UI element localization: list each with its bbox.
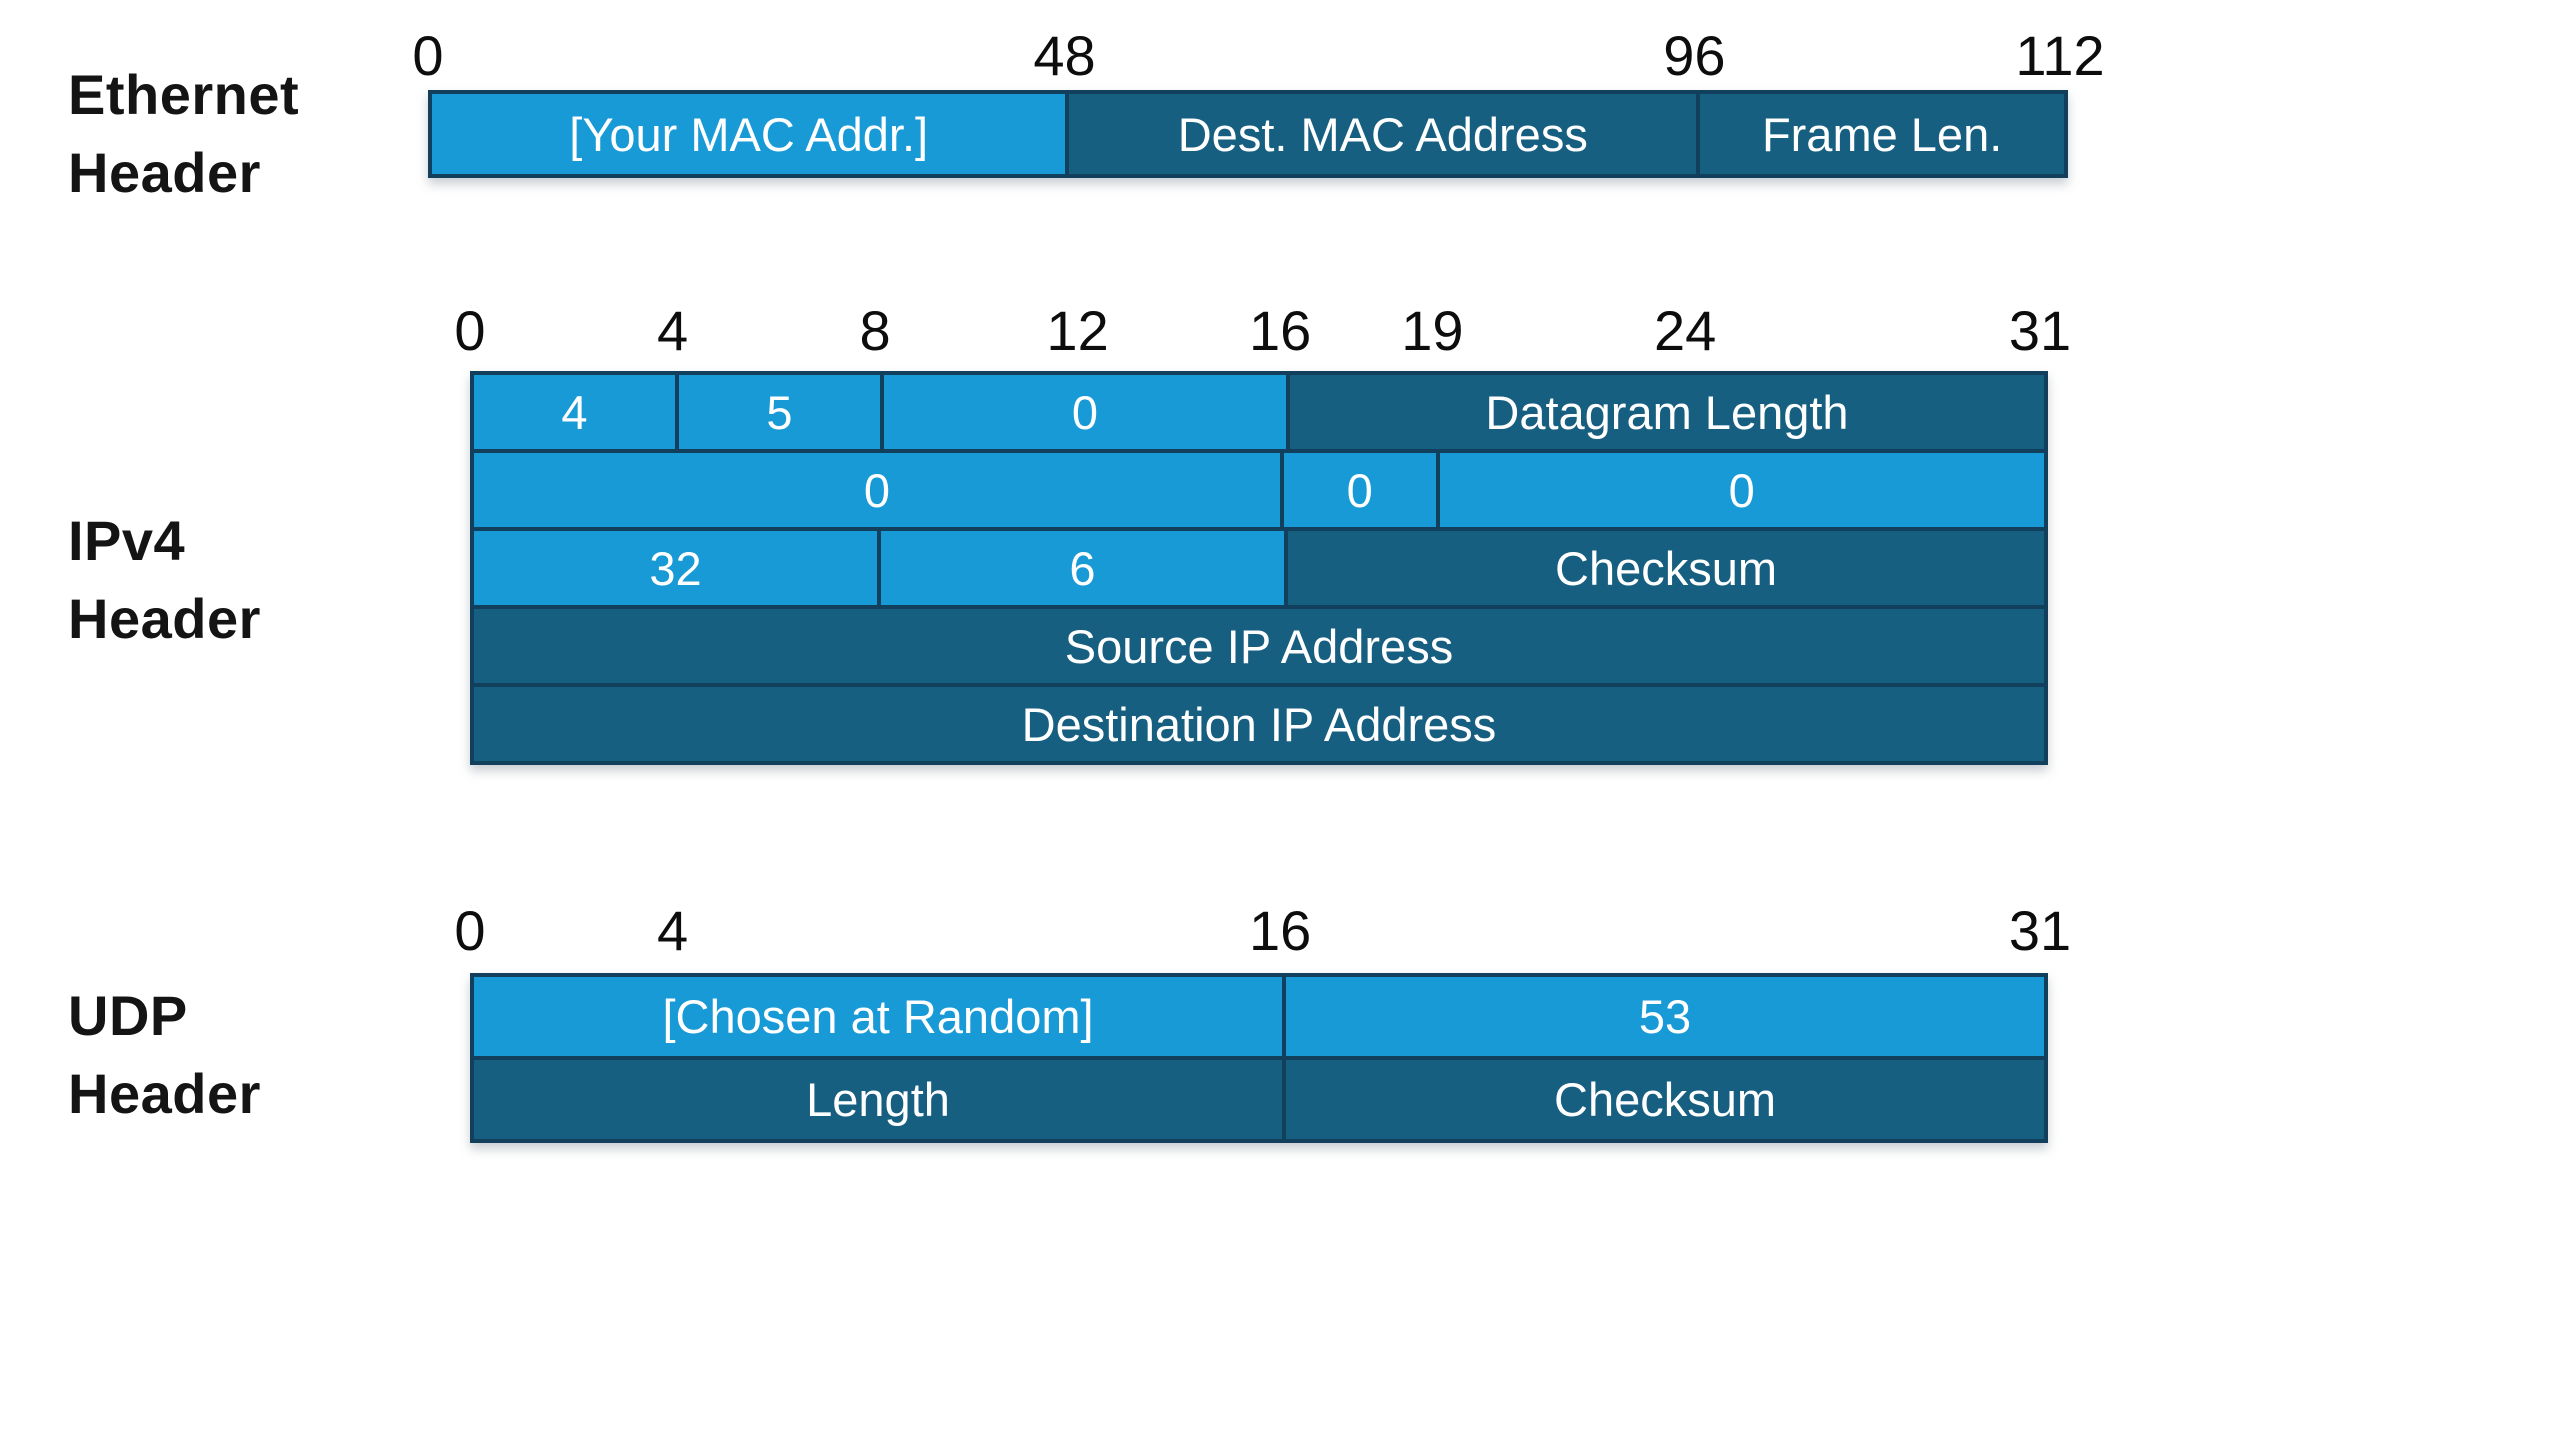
field-row: 4 5 0 Datagram Length [474,375,2045,449]
ethernet-header-box: [Your MAC Addr.] Dest. MAC Address Frame L… [428,90,2068,178]
bit-offset-tick: 31 [2008,899,2072,962]
bit-offset-tick: 16 [1248,899,1312,962]
bit-offset-tick: 0 [454,899,486,962]
udp-header-label: UDP Header [68,977,261,1133]
field-cell: Checksum [1286,1060,2044,1139]
ethernet-header-label: Ethernet Header [68,56,299,212]
bit-offset-tick: 4 [656,899,689,962]
section-label-line: Header [68,1062,261,1125]
field-cell: [Chosen at Random] [474,977,1283,1056]
field-cell: Length [474,1060,1283,1139]
ethernet-bit-ruler: 0 48 96 112 [412,24,2104,87]
field-cell: 32 [474,531,877,605]
field-cell: 4 [474,375,675,449]
field-row: Destination IP Address [474,687,2044,761]
field-cell: 0 [1439,453,2044,527]
field-cell: 5 [678,375,880,449]
bit-offset-tick: 0 [454,299,486,362]
section-label-line: Ethernet [68,63,300,126]
bit-offset-tick: 112 [2015,24,2105,87]
field-cell: Frame Len. [1700,94,2064,174]
field-cell: 0 [883,375,1286,449]
section-label-line: UDP [68,984,188,1047]
field-cell: Checksum [1288,531,2045,605]
field-row: 32 6 Checksum [474,531,2045,605]
ipv4-header-label: IPv4 Header [68,502,261,658]
field-cell: Source IP Address [474,609,2044,683]
bit-offset-tick: 16 [1248,299,1312,362]
ipv4-bit-ruler: 0 4 8 12 16 19 24 31 [454,299,2071,362]
field-cell: 0 [474,453,1280,527]
field-cell: 6 [881,531,1284,605]
field-row: Source IP Address [474,609,2044,683]
bit-offset-tick: 96 [1663,24,1726,87]
bit-offset-tick: 4 [656,299,689,362]
field-row: Length Checksum [474,1060,2044,1139]
field-cell: 53 [1286,977,2044,1056]
bit-offset-tick: 24 [1654,299,1717,362]
bit-offset-tick: 12 [1046,299,1109,362]
section-label-line: Header [68,141,261,204]
field-cell: Datagram Length [1289,375,2045,449]
field-row: [Your MAC Addr.] Dest. MAC Address Frame L… [432,94,2064,174]
bit-offset-tick: 31 [2008,299,2072,362]
udp-bit-ruler: 0 4 16 31 [454,899,2071,962]
bit-offset-tick: 19 [1401,299,1464,362]
bit-offset-tick: 48 [1033,24,1096,87]
section-label-line: IPv4 [68,509,186,572]
field-cell: [Your MAC Addr.] [432,94,1066,174]
bit-offset-tick: 0 [412,24,444,87]
field-cell: Dest. MAC Address [1069,94,1697,174]
field-row: [Chosen at Random] 53 [474,977,2044,1056]
ipv4-header-box: 4 5 0 Datagram Length 0 0 0 32 6 Checksum Source I… [470,371,2048,765]
section-label-line: Header [68,587,261,650]
udp-header-box: [Chosen at Random] 53 Length Checksum [470,973,2048,1143]
bit-offset-tick: 8 [859,299,891,362]
field-cell: 0 [1283,453,1436,527]
field-cell: Destination IP Address [474,687,2044,761]
